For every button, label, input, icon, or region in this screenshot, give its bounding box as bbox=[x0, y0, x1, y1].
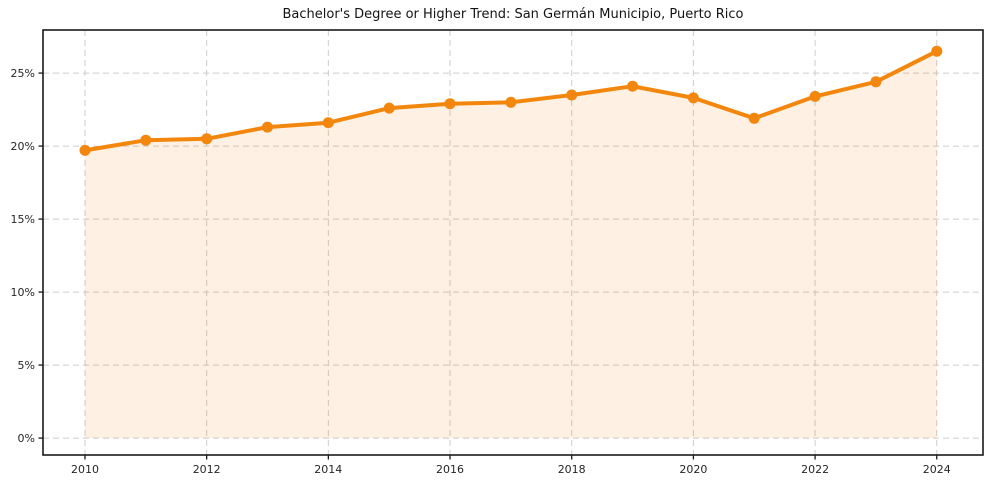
data-point-2017 bbox=[505, 96, 517, 108]
data-point-2012 bbox=[201, 133, 213, 145]
data-point-2021 bbox=[748, 112, 760, 124]
y-tick-label-20%: 20% bbox=[11, 140, 35, 153]
y-tick-label-0%: 0% bbox=[18, 432, 35, 445]
data-point-2015 bbox=[383, 102, 395, 114]
y-tick-label-15%: 15% bbox=[11, 213, 35, 226]
x-tick-label-2016: 2016 bbox=[436, 463, 464, 476]
data-point-2013 bbox=[262, 121, 273, 133]
x-tick-label-2024: 2024 bbox=[923, 463, 951, 476]
data-point-2010 bbox=[79, 144, 91, 156]
data-point-2011 bbox=[140, 134, 152, 146]
data-point-2024 bbox=[931, 45, 943, 57]
y-tick-label-5%: 5% bbox=[18, 359, 35, 372]
x-tick-label-2014: 2014 bbox=[314, 463, 342, 476]
data-point-2016 bbox=[444, 98, 456, 110]
data-point-2020 bbox=[687, 92, 699, 104]
data-point-2018 bbox=[566, 89, 578, 101]
area-fill bbox=[85, 51, 937, 439]
x-tick-label-2012: 2012 bbox=[193, 463, 221, 476]
chart-title: Bachelor's Degree or Higher Trend: San G… bbox=[282, 7, 744, 22]
x-tick-label-2018: 2018 bbox=[558, 463, 586, 476]
y-tick-label-25%: 25% bbox=[11, 67, 35, 80]
data-point-2014 bbox=[322, 117, 334, 129]
x-tick-label-2022: 2022 bbox=[801, 463, 829, 476]
axes-spines bbox=[42, 29, 984, 456]
x-tick-label-2010: 2010 bbox=[71, 463, 99, 476]
data-point-2023 bbox=[870, 76, 882, 88]
data-point-2019 bbox=[627, 80, 639, 92]
data-point-2022 bbox=[809, 90, 821, 102]
x-tick-label-2020: 2020 bbox=[679, 463, 707, 476]
y-tick-label-10%: 10% bbox=[11, 286, 35, 299]
